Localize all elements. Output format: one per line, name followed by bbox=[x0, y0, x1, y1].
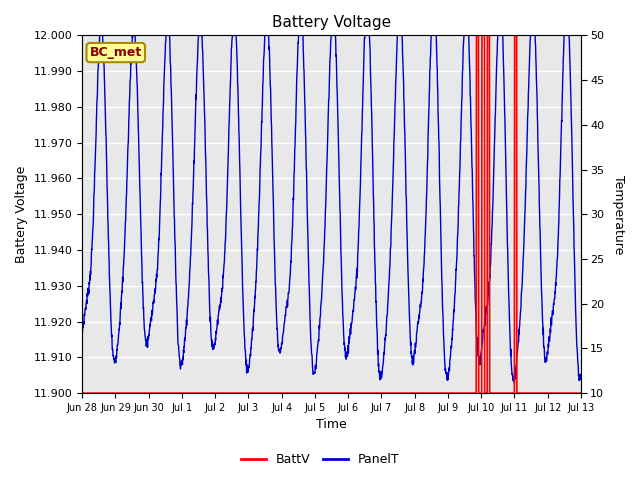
Text: BC_met: BC_met bbox=[90, 46, 142, 59]
Y-axis label: Temperature: Temperature bbox=[612, 175, 625, 254]
Y-axis label: Battery Voltage: Battery Voltage bbox=[15, 166, 28, 263]
Title: Battery Voltage: Battery Voltage bbox=[272, 15, 391, 30]
X-axis label: Time: Time bbox=[316, 419, 347, 432]
Legend: BattV, PanelT: BattV, PanelT bbox=[236, 448, 404, 471]
